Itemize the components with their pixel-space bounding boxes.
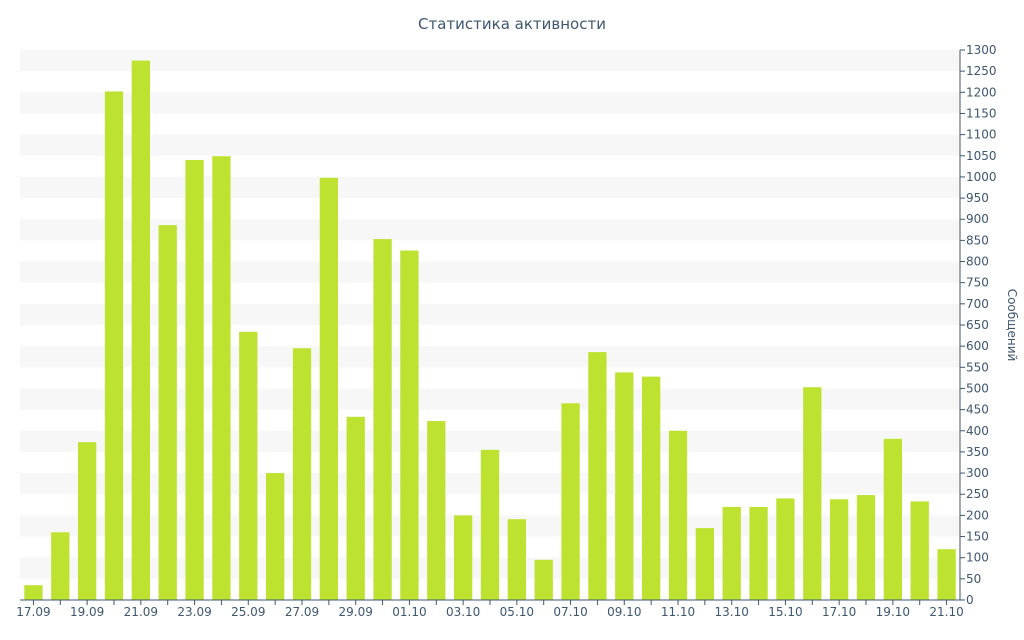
x-tick-label: 11.10 <box>661 605 695 619</box>
bar-14.10[interactable] <box>749 506 768 600</box>
y-tick-label: 100 <box>966 551 989 565</box>
bar-27.09[interactable] <box>292 348 312 600</box>
y-tick-label: 900 <box>966 212 989 226</box>
y-tick-label: 800 <box>966 255 989 269</box>
bar-29.09[interactable] <box>346 416 365 600</box>
bar-19.09[interactable] <box>78 442 97 600</box>
x-tick-label: 21.10 <box>929 605 963 619</box>
x-tick-label: 19.09 <box>70 605 104 619</box>
bar-05.10[interactable] <box>507 519 526 600</box>
y-tick-label: 400 <box>966 424 989 438</box>
y-tick-label: 1000 <box>966 170 997 184</box>
bar-30.09[interactable] <box>373 239 392 600</box>
x-tick-label: 03.10 <box>446 605 480 619</box>
y-tick-label: 150 <box>966 530 989 544</box>
x-tick-label: 13.10 <box>715 605 749 619</box>
bar-21.09[interactable] <box>131 60 150 601</box>
x-tick-label: 09.10 <box>607 605 641 619</box>
x-tick-label: 05.10 <box>500 605 534 619</box>
bar-06.10[interactable] <box>534 559 553 600</box>
grid-band <box>20 134 960 156</box>
x-tick-label: 17.09 <box>16 605 50 619</box>
bar-01.10[interactable] <box>400 250 419 601</box>
grid-band <box>20 50 960 72</box>
bar-13.10[interactable] <box>722 506 741 600</box>
y-tick-label: 350 <box>966 445 989 459</box>
bar-10.10[interactable] <box>642 376 661 600</box>
bar-25.09[interactable] <box>239 331 258 600</box>
y-tick-label: 1050 <box>966 149 997 163</box>
bar-07.10[interactable] <box>561 403 580 600</box>
y-axis-title: Сообщений <box>1005 289 1019 362</box>
x-tick-label: 17.10 <box>822 605 856 619</box>
y-tick-label: 1250 <box>966 64 997 78</box>
bar-17.09[interactable] <box>24 585 43 600</box>
y-tick-label: 250 <box>966 487 989 501</box>
bar-09.10[interactable] <box>615 372 634 600</box>
y-tick-label: 700 <box>966 297 989 311</box>
x-axis: 17.09 19.09 21.09 23.09 25.09 27.09 29.09 01.10… <box>16 599 964 619</box>
y-tick-label: 50 <box>966 572 981 586</box>
bar-24.09[interactable] <box>212 156 231 600</box>
x-tick-label: 19.10 <box>876 605 910 619</box>
y-tick-label: 600 <box>966 339 989 353</box>
y-axis: 0 50 100 150 200 250 300 350 400 450 500 550 600 650 7… <box>959 43 997 607</box>
y-tick-label: 0 <box>966 593 974 607</box>
bar-22.09[interactable] <box>158 225 177 600</box>
bar-12.10[interactable] <box>695 528 714 600</box>
y-tick-label: 750 <box>966 276 989 290</box>
grid-band <box>20 92 960 114</box>
y-tick-label: 1200 <box>966 85 997 99</box>
bar-19.10[interactable] <box>883 438 902 600</box>
bar-16.10[interactable] <box>803 387 822 600</box>
x-tick-label: 29.09 <box>339 605 373 619</box>
bar-series <box>24 60 956 601</box>
bar-15.10[interactable] <box>776 498 795 600</box>
x-tick-label: 25.09 <box>231 605 265 619</box>
y-tick-label: 850 <box>966 233 989 247</box>
bar-28.09[interactable] <box>319 177 338 600</box>
y-tick-label: 650 <box>966 318 989 332</box>
bar-20.09[interactable] <box>104 91 124 600</box>
y-tick-label: 300 <box>966 466 989 480</box>
y-tick-label: 950 <box>966 191 989 205</box>
x-tick-label: 15.10 <box>768 605 802 619</box>
bar-03.10[interactable] <box>454 515 473 600</box>
bar-21.10[interactable] <box>937 549 956 600</box>
y-tick-label: 1150 <box>966 106 997 120</box>
bar-18.10[interactable] <box>856 495 876 600</box>
grid-band <box>20 303 960 325</box>
y-tick-label: 200 <box>966 508 989 522</box>
x-tick-label: 23.09 <box>177 605 211 619</box>
grid-band <box>20 176 960 199</box>
grid-band <box>20 219 960 241</box>
chart-title: Статистика активности <box>418 15 606 33</box>
bar-26.09[interactable] <box>266 473 285 600</box>
x-tick-label: 01.10 <box>392 605 426 619</box>
x-tick-label: 21.09 <box>124 605 158 619</box>
bar-04.10[interactable] <box>480 449 500 600</box>
bar-02.10[interactable] <box>427 421 446 600</box>
bar-11.10[interactable] <box>668 430 688 600</box>
y-tick-label: 450 <box>966 403 989 417</box>
bar-23.09[interactable] <box>185 160 204 600</box>
y-tick-label: 550 <box>966 360 989 374</box>
y-tick-label: 1300 <box>966 43 997 57</box>
bar-18.09[interactable] <box>51 532 70 600</box>
bar-08.10[interactable] <box>588 352 607 600</box>
x-tick-label: 27.09 <box>285 605 319 619</box>
y-tick-label: 500 <box>966 381 989 395</box>
y-tick-label: 1100 <box>966 128 997 142</box>
bar-17.10[interactable] <box>830 499 849 600</box>
grid-band <box>20 261 960 283</box>
bar-20.10[interactable] <box>910 501 929 600</box>
x-tick-label: 07.10 <box>553 605 587 619</box>
